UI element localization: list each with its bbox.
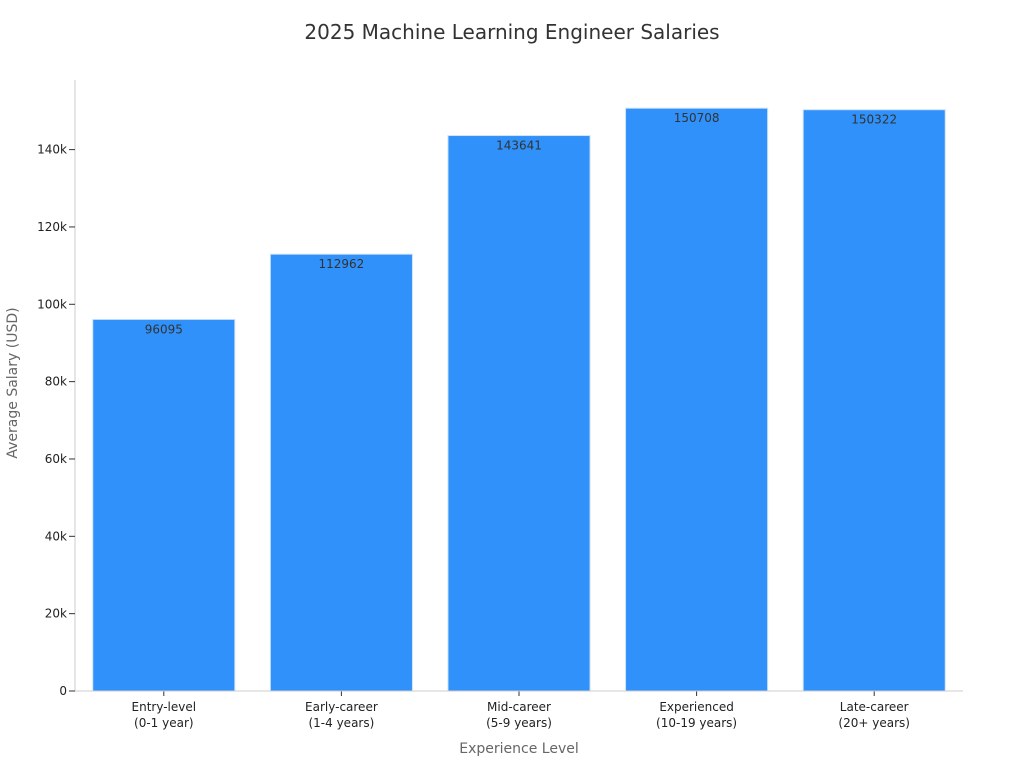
data-label: 112962: [318, 257, 364, 271]
y-axis-label: Average Salary (USD): [5, 307, 21, 459]
y-axis: 0 20k 40k 60k 80k 100k 120k 140k: [37, 80, 76, 698]
x-tick-label: Early-career: [305, 700, 378, 714]
y-tick-label: 100k: [37, 297, 67, 311]
y-tick-label: 80k: [45, 375, 67, 389]
y-tick-label: 0: [59, 684, 67, 698]
x-tick-label: (1-4 years): [308, 716, 374, 730]
data-label: 143641: [496, 139, 542, 153]
data-label: 150322: [851, 113, 897, 127]
y-tick-label: 40k: [45, 529, 67, 543]
x-tick-label: Late-career: [840, 700, 909, 714]
x-tick-label: Mid-career: [487, 700, 551, 714]
y-tick-label: 60k: [45, 452, 67, 466]
data-label: 96095: [145, 322, 183, 336]
bar: [802, 109, 946, 692]
bar: [625, 107, 769, 692]
y-tick-label: 140k: [37, 143, 67, 157]
x-tick-label: (5-9 years): [486, 716, 552, 730]
bar: [447, 135, 591, 692]
y-tick-label: 20k: [45, 607, 67, 621]
x-tick-label: Entry-level: [132, 700, 197, 714]
x-axis-label: Experience Level: [459, 741, 579, 757]
x-tick-label: (20+ years): [838, 716, 910, 730]
x-axis: Entry-level (0-1 year) Early-career (1-4 ye…: [75, 690, 963, 730]
data-labels-group: 96095 112962 143641 150708 150322: [145, 111, 897, 336]
x-tick-label: (10-19 years): [656, 716, 737, 730]
x-tick-label: (0-1 year): [134, 716, 194, 730]
x-tick-label: Experienced: [659, 700, 734, 714]
bars-group: [92, 107, 946, 692]
data-label: 150708: [674, 111, 720, 125]
y-tick-label: 120k: [37, 220, 67, 234]
bar: [92, 318, 236, 692]
chart-title: 2025 Machine Learning Engineer Salaries: [304, 20, 720, 44]
bar: [269, 253, 413, 692]
